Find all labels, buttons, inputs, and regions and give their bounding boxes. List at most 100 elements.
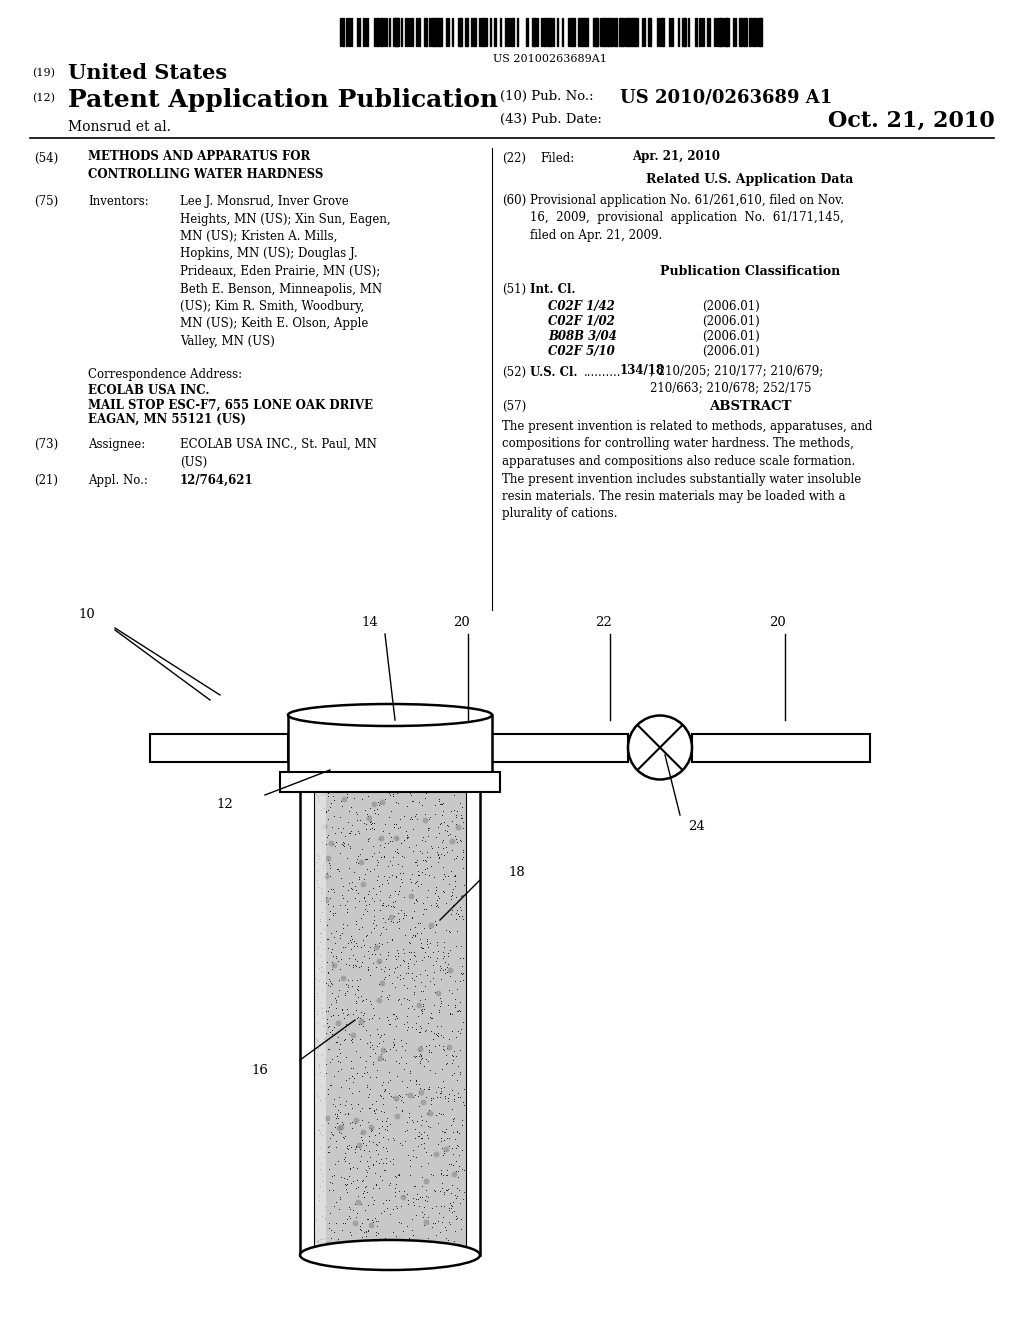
Point bbox=[311, 923, 328, 944]
Point bbox=[408, 1045, 424, 1067]
Point bbox=[380, 1082, 396, 1104]
Point bbox=[446, 826, 463, 847]
Point bbox=[440, 1135, 457, 1156]
Point bbox=[432, 1159, 449, 1180]
Point bbox=[455, 767, 471, 788]
Text: ; 210/205; 210/177; 210/679;
210/663; 210/678; 252/175: ; 210/205; 210/177; 210/679; 210/663; 21… bbox=[650, 364, 823, 395]
Point bbox=[374, 874, 390, 895]
Point bbox=[426, 995, 442, 1016]
Point bbox=[388, 1051, 404, 1072]
Point bbox=[366, 890, 382, 911]
Point bbox=[326, 1016, 342, 1038]
Point bbox=[354, 917, 371, 939]
Point bbox=[427, 1234, 443, 1255]
Point bbox=[392, 875, 409, 896]
Point bbox=[330, 1107, 346, 1129]
Point bbox=[417, 1230, 433, 1251]
Point bbox=[426, 1230, 442, 1251]
Point bbox=[352, 1011, 369, 1032]
Point bbox=[416, 999, 432, 1020]
Point bbox=[352, 937, 369, 958]
Point bbox=[341, 1067, 357, 1088]
Point bbox=[349, 1156, 366, 1177]
Point bbox=[408, 1204, 424, 1225]
Point bbox=[319, 962, 336, 983]
Point bbox=[358, 1134, 375, 1155]
Point bbox=[439, 1088, 456, 1109]
Point bbox=[374, 981, 390, 1002]
Point bbox=[312, 911, 329, 932]
Point bbox=[454, 964, 470, 985]
Point bbox=[447, 1208, 464, 1229]
Point bbox=[447, 1238, 464, 1259]
Point bbox=[329, 1045, 345, 1067]
Point bbox=[362, 763, 379, 784]
Point bbox=[324, 982, 340, 1003]
Point bbox=[327, 1065, 343, 1086]
Point bbox=[433, 1081, 450, 1102]
Point bbox=[428, 1105, 444, 1126]
Point bbox=[372, 793, 388, 814]
Point bbox=[385, 891, 401, 912]
Point bbox=[317, 800, 334, 821]
Point bbox=[318, 1022, 335, 1043]
Point bbox=[389, 783, 406, 804]
Point bbox=[371, 1242, 387, 1263]
Point bbox=[445, 1192, 462, 1213]
Point bbox=[385, 1003, 401, 1024]
Point bbox=[382, 884, 398, 906]
Point bbox=[398, 1111, 415, 1133]
Point bbox=[436, 1196, 453, 1217]
Point bbox=[440, 1090, 457, 1111]
Point bbox=[330, 1233, 346, 1254]
Point bbox=[342, 836, 358, 857]
Point bbox=[395, 908, 412, 929]
Point bbox=[447, 1138, 464, 1159]
Point bbox=[324, 1049, 340, 1071]
Point bbox=[416, 1121, 432, 1142]
Text: ABSTRACT: ABSTRACT bbox=[709, 400, 792, 413]
Point bbox=[403, 995, 420, 1016]
Point bbox=[357, 818, 374, 840]
Point bbox=[371, 973, 387, 994]
Point bbox=[347, 990, 364, 1011]
Point bbox=[443, 810, 460, 832]
Point bbox=[345, 1024, 361, 1045]
Point bbox=[381, 822, 397, 843]
Point bbox=[327, 903, 343, 924]
Point bbox=[386, 816, 402, 837]
Point bbox=[357, 1225, 374, 1246]
Point bbox=[407, 1127, 423, 1148]
Point bbox=[418, 1210, 434, 1232]
Point bbox=[438, 1053, 455, 1074]
Point bbox=[385, 1221, 401, 1242]
Point bbox=[438, 841, 455, 862]
Point bbox=[350, 1006, 367, 1027]
Point bbox=[331, 1199, 347, 1220]
Point bbox=[437, 1044, 454, 1065]
Point bbox=[420, 1012, 436, 1034]
Point bbox=[412, 989, 428, 1010]
Point bbox=[436, 812, 453, 833]
Point bbox=[371, 1032, 387, 1053]
Point bbox=[382, 1204, 398, 1225]
Point bbox=[434, 1210, 451, 1232]
Point bbox=[311, 1056, 328, 1077]
Point bbox=[340, 970, 356, 991]
Point bbox=[369, 799, 385, 820]
Point bbox=[309, 785, 326, 807]
Point bbox=[348, 970, 365, 991]
Point bbox=[434, 1104, 451, 1125]
Point bbox=[308, 1044, 325, 1065]
Point bbox=[450, 816, 466, 837]
Point bbox=[438, 1220, 455, 1241]
Point bbox=[357, 800, 374, 821]
Point bbox=[332, 1188, 348, 1209]
Point bbox=[346, 861, 362, 882]
Point bbox=[336, 788, 352, 809]
Point bbox=[443, 1020, 460, 1041]
Point bbox=[420, 1187, 436, 1208]
Text: C02F 1/02: C02F 1/02 bbox=[548, 315, 614, 327]
Point bbox=[431, 822, 447, 843]
Point bbox=[443, 899, 460, 920]
